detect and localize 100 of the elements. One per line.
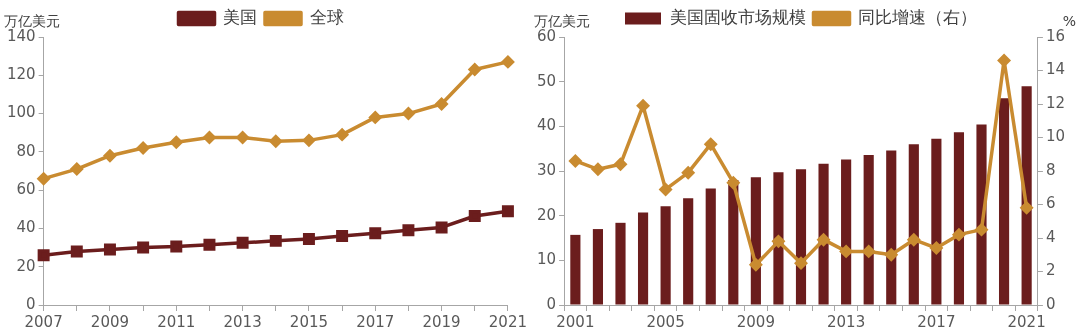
point (269, 135, 283, 148)
point (569, 154, 582, 168)
y-tick-label: 0 (26, 294, 36, 313)
y-tick-label: 40 (536, 116, 557, 135)
y2-tick-label: 14 (1045, 60, 1066, 79)
legend-label: 同比增速（右） (858, 6, 977, 27)
point (501, 55, 515, 69)
bar (660, 206, 671, 305)
point (103, 243, 116, 256)
x-tick-label: 2005 (646, 312, 685, 331)
point (839, 245, 853, 258)
point (369, 227, 382, 240)
y-tick-label: 20 (536, 205, 557, 224)
bar (773, 172, 784, 305)
y2-tick-label: 8 (1045, 160, 1056, 179)
y-tick-label: 120 (6, 65, 36, 84)
bar (615, 222, 626, 305)
y-axis-title: 万亿美元 (4, 12, 60, 29)
bar (795, 169, 807, 305)
point (885, 248, 898, 261)
point (1020, 201, 1033, 215)
x-tick-label: 2021 (488, 312, 528, 331)
point (659, 183, 672, 196)
bar (637, 212, 649, 305)
point (501, 205, 514, 218)
point (302, 232, 315, 245)
bar (1021, 86, 1032, 305)
y-axis-title: 万亿美元 (534, 12, 590, 29)
point (817, 233, 830, 246)
bar (705, 188, 716, 305)
legend-label: 全球 (309, 6, 344, 27)
bar (818, 163, 829, 305)
x-tick-label: 2021 (1007, 312, 1046, 331)
bar (570, 234, 581, 305)
point (435, 97, 448, 111)
point (975, 223, 988, 236)
point (907, 233, 921, 246)
point (137, 241, 150, 254)
y-tick-label: 0 (546, 294, 557, 313)
point (952, 228, 966, 241)
bar (728, 179, 739, 305)
point (614, 158, 627, 171)
point (772, 235, 785, 248)
point (103, 149, 117, 162)
x-tick-label: 2011 (157, 312, 196, 331)
point (591, 163, 605, 176)
point (335, 128, 349, 141)
bar (908, 144, 919, 305)
point (636, 99, 650, 112)
point (681, 166, 695, 179)
point (704, 137, 717, 151)
point (70, 245, 83, 258)
x-tick-label: 2009 (736, 312, 775, 331)
point (794, 256, 808, 270)
bar (592, 229, 604, 305)
point (136, 141, 150, 155)
y-tick-label: 80 (16, 141, 36, 160)
x-tick-label: 2013 (223, 312, 262, 331)
y2-tick-label: 12 (1045, 93, 1066, 112)
y-tick-label: 30 (536, 160, 557, 179)
y-tick-label: 20 (16, 256, 36, 275)
point (203, 238, 216, 251)
point (203, 131, 216, 144)
bar (998, 98, 1010, 305)
point (269, 234, 282, 247)
y2-tick-label: 16 (1045, 26, 1066, 45)
bar (841, 159, 852, 305)
y2-axis-title: % (1062, 12, 1076, 29)
point (37, 172, 50, 185)
point (468, 63, 481, 76)
x-tick-label: 2019 (422, 312, 461, 331)
x-tick-label: 2007 (24, 312, 63, 331)
bar (886, 150, 897, 305)
point (369, 111, 382, 124)
x-tick-label: 2001 (556, 312, 595, 331)
legend-label: 美国 (223, 6, 257, 27)
point (727, 176, 740, 189)
point (468, 209, 481, 222)
point (170, 240, 183, 253)
point (862, 245, 875, 258)
y2-tick-label: 2 (1045, 261, 1056, 280)
y-tick-label: 60 (16, 180, 36, 199)
point (236, 236, 249, 249)
y-tick-label: 50 (536, 71, 557, 90)
y2-tick-label: 0 (1045, 294, 1056, 313)
point (336, 230, 349, 243)
point (402, 107, 415, 120)
point (402, 224, 415, 237)
bar (863, 154, 874, 305)
point (37, 249, 50, 262)
x-tick-label: 2017 (917, 312, 956, 331)
y2-tick-label: 6 (1045, 194, 1056, 213)
point (236, 131, 249, 144)
point (170, 136, 183, 149)
x-tick-label: 2017 (356, 312, 395, 331)
point (749, 258, 763, 272)
x-tick-label: 2013 (827, 312, 866, 331)
x-tick-label: 2009 (90, 312, 130, 331)
point (435, 221, 448, 234)
point (70, 162, 84, 176)
